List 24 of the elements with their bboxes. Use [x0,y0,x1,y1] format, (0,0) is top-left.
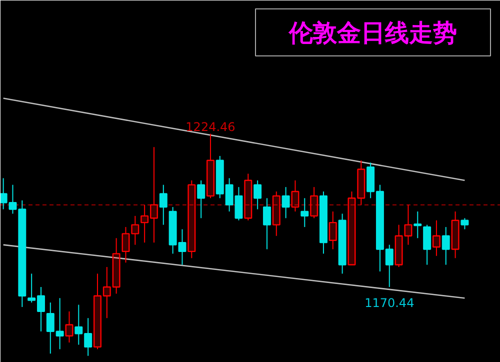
candlestick [272,190,280,236]
candlestick [357,160,366,206]
candlestick [131,215,140,246]
candlestick [140,204,149,244]
candlestick [262,198,271,250]
candlestick [122,226,130,264]
annotation: 1224.46 [186,120,236,134]
candlestick [150,146,158,244]
candlestick [300,198,309,228]
candlestick [291,180,300,212]
candlestick [244,173,252,221]
candlestick [328,210,337,250]
candlestick [65,310,74,344]
candlestick [112,238,120,294]
candlestick [442,226,450,266]
candlestick [188,180,196,259]
candlestick [451,210,460,259]
chart-title: 伦敦金日线走势 [288,18,457,47]
candlestick [282,186,290,219]
candlestick [404,204,412,246]
candlestick [102,266,111,319]
candlestick [414,210,422,239]
candlestick [432,220,440,256]
annotation: 1170.44 [364,296,414,310]
